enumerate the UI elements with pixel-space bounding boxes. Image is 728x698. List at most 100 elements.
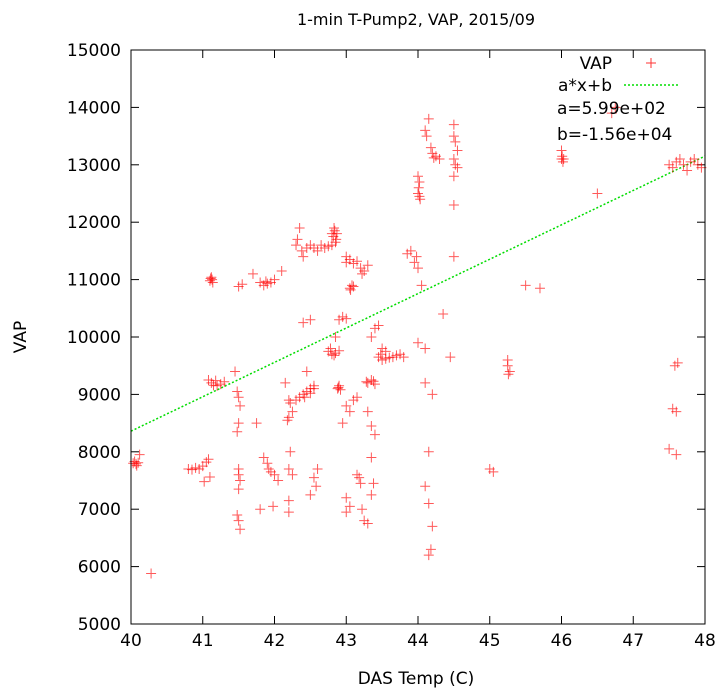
data-point [280,377,291,388]
data-points [128,102,707,579]
data-point [269,274,280,285]
x-tick-label: 42 [264,631,286,651]
annotation-a: a=5.99e+02 [557,99,666,119]
data-point [210,375,221,386]
data-point [672,357,683,368]
data-point [219,376,230,387]
data-point [301,366,312,377]
data-point [263,464,274,475]
data-point [335,384,346,395]
data-point [413,171,423,182]
data-point [332,383,343,394]
data-point [409,257,420,268]
data-point [423,113,434,124]
data-point [428,152,439,163]
data-point [366,420,377,431]
data-point [262,458,273,469]
data-point [345,284,356,295]
data-point [452,162,463,173]
annotation-b: b=-1.56e+04 [557,125,672,145]
y-tick-label: 9000 [78,385,121,405]
data-point [344,406,355,417]
data-point [414,191,425,202]
data-point [398,352,409,363]
data-point [664,443,675,454]
data-point [438,309,449,320]
data-point [282,415,293,426]
data-point [448,154,459,165]
data-point [305,314,316,325]
data-point [258,452,269,463]
data-point [341,507,352,518]
data-point [448,199,459,210]
data-point [504,366,515,377]
data-point [674,154,685,165]
data-point [276,265,287,276]
legend-marker-vap [646,58,656,68]
data-point [326,240,337,251]
data-point [233,469,244,480]
data-point [423,498,434,509]
data-point [414,177,425,188]
data-point [669,360,680,371]
data-point [334,380,345,391]
x-tick-label: 47 [622,631,644,651]
data-point [373,320,384,331]
data-point [131,460,142,471]
data-point [260,276,271,287]
data-point [352,392,363,403]
data-point [503,369,514,380]
data-point [448,119,459,130]
data-point [330,332,341,342]
data-point [427,389,438,400]
data-point [368,376,379,387]
data-point [232,426,243,437]
data-point [423,550,434,561]
data-point [329,350,340,361]
data-point [368,478,379,489]
data-point [285,398,296,409]
data-point [329,225,340,236]
data-point [413,337,423,348]
data-point [362,260,373,271]
data-point [427,521,438,532]
data-point [682,165,693,176]
x-tick-label: 43 [335,631,357,651]
data-point [285,446,296,457]
axis-ticks: 40 41 42 43 44 45 46 47 48 5000 6000 7000 8000 9000 10… [67,41,716,651]
data-point [206,377,217,388]
data-point [308,380,319,391]
data-point [237,279,248,290]
data-point [291,240,302,251]
data-point [134,449,145,460]
x-axis-label: DAS Temp (C) [358,669,474,689]
data-point [232,509,243,520]
data-point [203,375,214,386]
data-point [416,280,427,291]
data-point [312,245,323,256]
data-point [425,544,436,555]
data-point [606,108,617,119]
data-point [413,182,424,193]
data-point [362,406,373,417]
data-point [357,268,368,279]
data-point [352,256,363,267]
data-point [298,251,309,262]
data-point [235,400,246,411]
data-point [206,272,217,283]
data-point [341,251,352,262]
data-point [405,245,416,256]
data-point [421,131,432,142]
legend-label-fit: a*x+b [558,76,612,96]
y-tick-label: 15000 [67,41,121,61]
data-point [534,283,545,294]
data-point [423,446,434,457]
data-point [425,142,436,153]
data-point [235,524,246,535]
data-point [207,274,218,285]
data-point [415,194,426,205]
data-point [361,376,372,387]
data-point [671,406,682,417]
data-point [434,154,445,165]
x-tick-label: 46 [551,631,573,651]
